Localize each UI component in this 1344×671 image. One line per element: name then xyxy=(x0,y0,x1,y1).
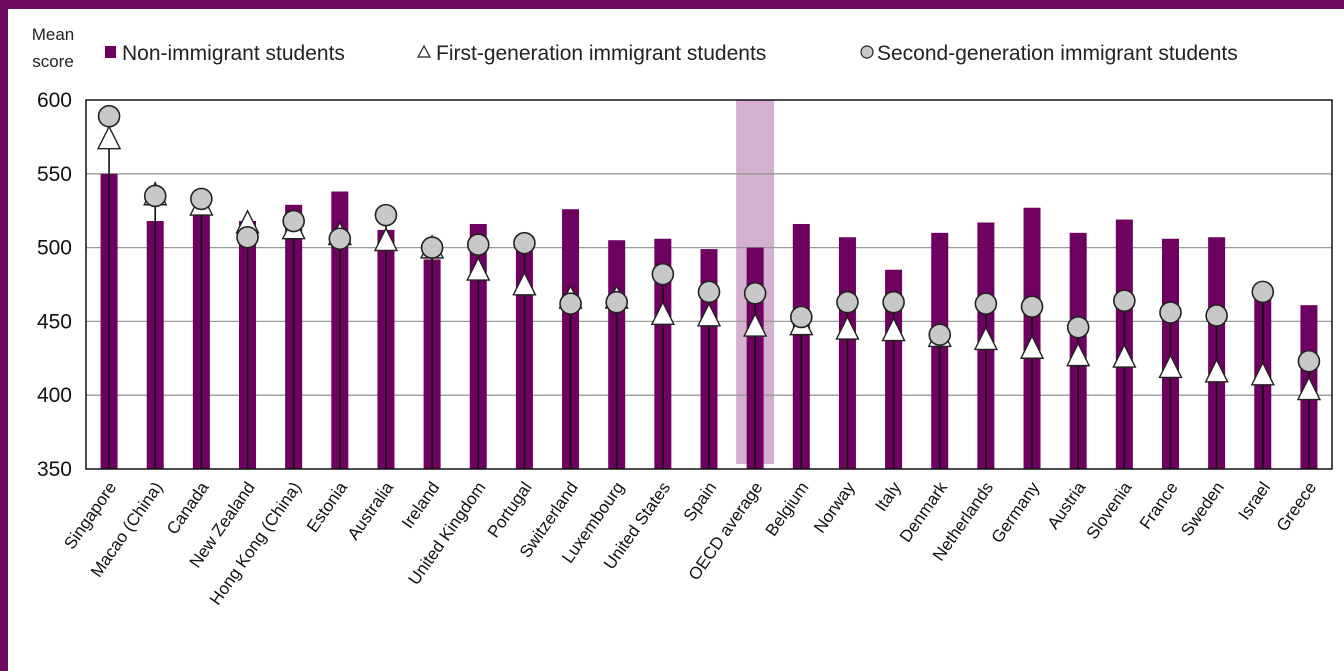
triangle-marker-united-kingdom xyxy=(466,256,491,281)
legend-bar-swatch xyxy=(105,46,116,58)
triangle-marker-slovenia xyxy=(1112,343,1137,368)
circle-marker-estonia xyxy=(328,227,352,251)
y-tick-labels: 350 400 450 500 550 600 xyxy=(37,89,72,481)
circle-marker-australia xyxy=(374,203,398,227)
x-tick-label-austria: Austria xyxy=(1044,478,1090,533)
circle-marker-belgium xyxy=(789,305,813,329)
axes xyxy=(85,99,1333,470)
legend: Non-immigrant students First-generation … xyxy=(105,42,1238,65)
markers xyxy=(96,104,1322,401)
y-tick-label: 450 xyxy=(37,310,72,333)
triangle-marker-netherlands xyxy=(973,325,999,351)
triangle-marker-germany xyxy=(1019,334,1045,359)
circle-marker-new-zealand xyxy=(236,225,259,249)
triangle-marker-israel xyxy=(1250,361,1275,386)
circle-marker-austria xyxy=(1066,316,1090,339)
x-tick-label-slovenia: Slovenia xyxy=(1083,478,1136,543)
circle-marker-greece xyxy=(1297,349,1321,373)
circle-marker-denmark xyxy=(928,323,952,346)
circle-marker-norway xyxy=(836,290,859,314)
x-tick-label-france: France xyxy=(1136,478,1182,532)
circle-marker-singapore xyxy=(97,104,121,128)
x-tick-label-australia: Australia xyxy=(344,478,398,544)
triangle-marker-norway xyxy=(835,315,860,340)
legend-label-non-immigrant: Non-immigrant students xyxy=(122,42,345,65)
triangle-marker-united-states xyxy=(650,300,675,325)
y-axis-title-line-2: score xyxy=(32,52,74,71)
top-frame-bar xyxy=(0,0,1344,9)
y-tick-label: 550 xyxy=(37,163,72,186)
triangle-marker-portugal xyxy=(512,271,537,296)
circle-marker-luxembourg xyxy=(605,290,629,314)
circle-marker-canada xyxy=(190,187,213,211)
legend-circle-marker xyxy=(860,45,874,59)
triangle-marker-australia xyxy=(373,226,399,252)
x-tick-label-canada: Canada xyxy=(163,478,213,538)
triangle-marker-sweden xyxy=(1204,358,1229,383)
circle-marker-switzerland xyxy=(559,292,582,315)
y-tick-label: 600 xyxy=(37,89,72,112)
legend-label-first-generation: First-generation immigrant students xyxy=(436,42,766,65)
left-frame-bar xyxy=(0,0,8,671)
circle-marker-oecd-average xyxy=(743,282,767,305)
circle-marker-macao-china xyxy=(143,184,167,208)
x-tick-label-belgium: Belgium xyxy=(762,478,813,539)
circle-marker-hong-kong-china xyxy=(282,209,305,233)
circle-marker-slovenia xyxy=(1113,289,1136,313)
circle-marker-united-states xyxy=(651,262,675,286)
x-tick-label-ireland: Ireland xyxy=(398,478,443,531)
x-tick-label-germany: Germany xyxy=(988,478,1044,547)
circle-marker-united-kingdom xyxy=(466,233,490,256)
x-tick-label-greece: Greece xyxy=(1273,478,1321,535)
legend-triangle-marker xyxy=(416,44,432,58)
x-tick-label-israel: Israel xyxy=(1235,478,1274,523)
plot-frame xyxy=(85,99,1333,470)
triangle-marker-oecd-average xyxy=(743,312,768,337)
circle-marker-sweden xyxy=(1205,304,1228,327)
legend-label-second-generation: Second-generation immigrant students xyxy=(877,42,1238,65)
circle-marker-germany xyxy=(1020,295,1044,318)
circle-marker-italy xyxy=(882,290,905,314)
circle-marker-france xyxy=(1159,301,1182,324)
x-tick-label-estonia: Estonia xyxy=(303,478,351,536)
y-tick-label: 350 xyxy=(37,458,72,481)
y-tick-label: 400 xyxy=(37,384,72,407)
triangle-marker-austria xyxy=(1066,342,1091,367)
x-tick-label-norway: Norway xyxy=(810,478,859,537)
triangle-marker-italy xyxy=(881,316,906,342)
circle-marker-netherlands xyxy=(974,292,998,315)
triangle-marker-singapore xyxy=(96,125,122,150)
x-tick-label-sweden: Sweden xyxy=(1177,478,1228,539)
triangle-marker-france xyxy=(1158,353,1183,379)
x-tick-label-spain: Spain xyxy=(680,478,721,525)
circle-marker-spain xyxy=(697,280,721,304)
circle-marker-portugal xyxy=(513,231,536,255)
x-tick-label-italy: Italy xyxy=(871,478,905,515)
y-axis-title: Mean score xyxy=(32,25,75,71)
y-tick-label: 500 xyxy=(37,237,72,260)
circle-marker-israel xyxy=(1251,280,1275,304)
y-axis-title-line-1: Mean xyxy=(32,25,75,44)
triangle-marker-greece xyxy=(1296,376,1322,401)
triangle-marker-spain xyxy=(696,302,722,327)
circle-marker-ireland xyxy=(420,236,444,259)
